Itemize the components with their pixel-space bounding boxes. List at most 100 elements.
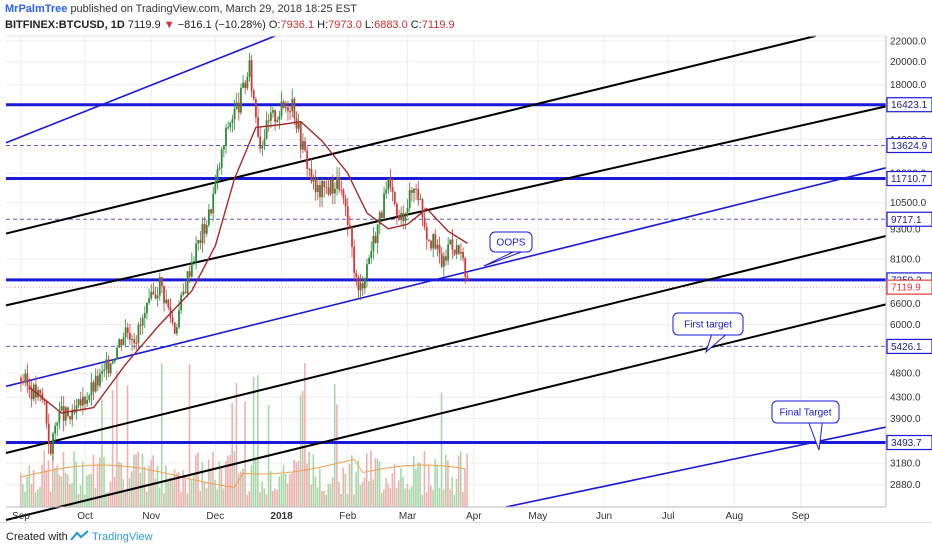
candle-body — [107, 359, 110, 374]
volume-bar — [336, 404, 338, 507]
final-target-callout: Final Target — [771, 400, 840, 451]
volume-bar — [447, 460, 449, 507]
x-tick-label: Mar — [399, 511, 417, 522]
volume-bar — [210, 468, 212, 507]
candle-body — [56, 422, 59, 426]
candle-body — [214, 181, 217, 194]
candle-body — [137, 324, 140, 344]
volume-bar — [90, 473, 93, 507]
candle-body — [92, 382, 95, 392]
symbol-line: BITFINEX:BTCUSD, 1D 7119.9 ▼ −816.1 (−10… — [5, 19, 455, 31]
candle-body — [391, 187, 394, 192]
volume-bar — [122, 478, 125, 507]
volume-bar — [389, 488, 392, 507]
tradingview-brand[interactable]: TradingView — [92, 531, 153, 543]
volume-bar — [378, 461, 381, 507]
y-tick-label: 18000.0 — [890, 80, 927, 91]
candle-body — [331, 179, 334, 194]
grid — [6, 36, 886, 507]
candle-body — [135, 343, 138, 345]
candle-body — [148, 298, 151, 303]
candle-body — [304, 141, 306, 151]
volume-bar — [425, 492, 428, 507]
author-link[interactable]: MrPalmTree — [5, 3, 68, 15]
candle-body — [353, 246, 356, 273]
candle-body — [186, 271, 189, 294]
candle-body — [321, 180, 324, 198]
volume-bar — [75, 461, 78, 507]
volume-bar — [19, 472, 22, 507]
candle-body — [361, 283, 364, 289]
volume-bar — [101, 399, 103, 507]
drawn-lines — [5, 35, 887, 521]
volume-bar — [71, 482, 73, 507]
volume-bar — [239, 471, 242, 507]
candle-body — [218, 167, 221, 170]
candle-body — [109, 363, 112, 374]
x-tick-label: Sep — [12, 511, 30, 522]
candle-body — [269, 112, 272, 121]
volume-bar — [259, 492, 261, 507]
candle-body — [54, 425, 57, 434]
y-tick-label: 22000.0 — [890, 36, 927, 47]
candle-body — [457, 245, 460, 254]
volume-bar — [340, 493, 342, 507]
x-tick-label: May — [528, 511, 547, 522]
candle-body — [398, 215, 400, 220]
volume-bar — [365, 453, 368, 507]
candle-body — [84, 396, 86, 404]
volume-bar — [374, 458, 377, 507]
candle-body — [460, 251, 462, 254]
candle-body — [425, 227, 428, 240]
volume-bar — [229, 455, 231, 507]
candle-body — [455, 245, 458, 255]
volume-bar — [160, 363, 163, 507]
volume-bar — [398, 480, 400, 507]
candle-body — [81, 396, 84, 406]
volume-bar — [346, 493, 349, 507]
oops-callout: OOPS — [483, 231, 533, 267]
candle-body — [342, 190, 345, 199]
volume-bar — [338, 481, 340, 507]
volume-bar — [88, 474, 90, 507]
candle-body — [20, 377, 22, 382]
candle-body — [47, 423, 50, 444]
candle-body — [306, 150, 309, 169]
volume-bar — [271, 490, 274, 507]
volume-bar — [376, 458, 379, 507]
y-tick-label: 4800.0 — [890, 369, 921, 380]
volume-bar — [24, 491, 26, 507]
symbol-name: BITFINEX:BTCUSD, 1D — [5, 19, 125, 31]
price-badge-label: 3493.7 — [891, 438, 922, 449]
candle-body — [272, 110, 274, 113]
volume-bar — [186, 493, 189, 507]
candle-body — [282, 101, 285, 108]
volume-bar — [357, 460, 360, 507]
volume-bar — [105, 492, 107, 507]
volume-bar — [344, 473, 347, 507]
candle-body — [154, 294, 157, 299]
candle-body — [193, 261, 195, 263]
candle-body — [263, 138, 266, 146]
candle-body — [203, 223, 206, 234]
volume-bar — [342, 467, 345, 507]
candle-body — [173, 322, 176, 334]
x-tick-label: Apr — [466, 511, 482, 522]
open-value: 7936.1 — [280, 19, 315, 31]
x-tick-label: Oct — [77, 511, 93, 522]
candle-body — [225, 127, 227, 146]
candle-body — [301, 141, 304, 150]
candle-body — [220, 149, 223, 168]
low-label: L: — [364, 19, 375, 31]
volume-bar — [297, 460, 300, 507]
moving-average — [29, 120, 468, 414]
x-tick-label: Jul — [662, 511, 675, 522]
candle-body — [314, 178, 317, 193]
volume-bar — [254, 456, 257, 507]
price-badge — [886, 338, 932, 355]
candle-body — [338, 177, 341, 190]
volume-bar — [118, 461, 120, 507]
candle-body — [453, 249, 456, 255]
candle-body — [428, 239, 430, 241]
